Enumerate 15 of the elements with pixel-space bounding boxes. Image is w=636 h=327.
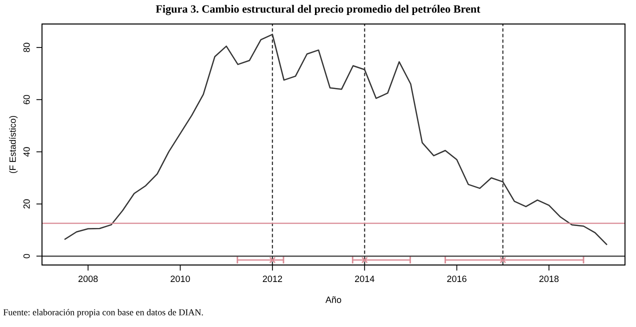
x-tick-label: 2014 [355, 276, 374, 282]
source-note: Fuente: elaboración propia con base en datos de DIAN. [3, 308, 203, 318]
chart-title: Figura 3. Cambio estructural del precio promedio del petróleo Brent [156, 4, 480, 16]
y-tick-label: 40 [23, 147, 30, 157]
y-axis-title: (F Estadístico) [9, 116, 18, 174]
x-tick-label: 2016 [447, 276, 466, 282]
y-tick-label: 80 [23, 42, 30, 52]
x-tick-label: 2010 [170, 276, 190, 282]
y-tick-label: 0 [23, 254, 30, 258]
y-tick-label: 60 [23, 94, 30, 104]
x-axis-title: Año [325, 296, 342, 303]
x-tick-label: 2008 [78, 276, 98, 282]
x-tick-label: 2018 [539, 276, 559, 282]
x-tick-label: 2012 [262, 276, 282, 282]
y-tick-label: 20 [23, 199, 30, 209]
